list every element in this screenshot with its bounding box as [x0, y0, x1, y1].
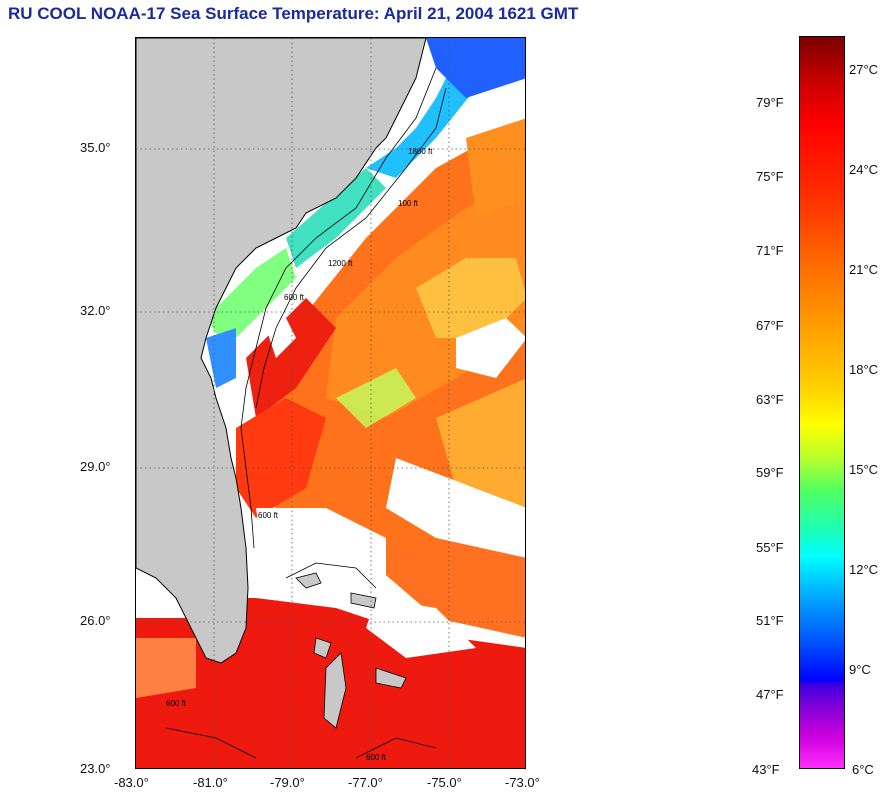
lon-label: -75.0°: [427, 775, 462, 790]
temperature-colorbar: [799, 36, 845, 769]
contour-label: 600 ft: [258, 511, 279, 520]
lon-label: -83.0°: [114, 775, 149, 790]
bathymetry-contours: [165, 67, 447, 759]
fahrenheit-label: 63°F: [756, 392, 784, 407]
contour-label: 1200 ft: [328, 259, 353, 268]
land-mass: [136, 38, 427, 664]
fahrenheit-label: 55°F: [756, 540, 784, 555]
fahrenheit-label: 75°F: [756, 169, 784, 184]
lat-label: 23.0°: [80, 761, 111, 776]
celsius-label: 21°C: [849, 262, 879, 277]
celsius-label: 24°C: [849, 162, 879, 177]
lat-label: 29.0°: [80, 459, 111, 474]
contour-label: 600 ft: [166, 699, 187, 708]
lon-label: -77.0°: [348, 775, 383, 790]
fahrenheit-label: 79°F: [756, 95, 784, 110]
fahrenheit-label: 51°F: [756, 613, 784, 628]
lat-label: 35.0°: [80, 140, 111, 155]
lat-label: 32.0°: [80, 303, 111, 318]
map-title: RU COOL NOAA-17 Sea Surface Temperature:…: [8, 4, 579, 23]
celsius-label: 27°C: [849, 62, 879, 77]
lon-label: -73.0°: [505, 775, 540, 790]
contour-label: 600 ft: [284, 293, 305, 302]
fahrenheit-label: 47°F: [756, 687, 784, 702]
fahrenheit-label: 67°F: [756, 318, 784, 333]
fahrenheit-label: 59°F: [756, 465, 784, 480]
contour-label: 1800 ft: [408, 147, 433, 156]
celsius-label: 9°C: [849, 662, 871, 677]
celsius-label: 12°C: [849, 562, 879, 577]
sst-map-canvas: 100 ft 600 ft 1200 ft 1800 ft 600 ft 600…: [136, 38, 525, 768]
contour-label: 600 ft: [366, 753, 387, 762]
contour-label: 100 ft: [398, 199, 419, 208]
celsius-label: 15°C: [849, 462, 879, 477]
fahrenheit-label: 71°F: [756, 243, 784, 258]
graticule: [136, 38, 525, 768]
lat-label: 26.0°: [80, 613, 111, 628]
lon-label: -79.0°: [270, 775, 305, 790]
sst-map: 100 ft 600 ft 1200 ft 1800 ft 600 ft 600…: [135, 37, 526, 769]
celsius-label: 6°C: [852, 762, 874, 777]
celsius-label: 18°C: [849, 362, 879, 377]
cloud-patches: [136, 318, 525, 658]
bahamas-islands: [295, 572, 407, 729]
lon-label: -81.0°: [193, 775, 228, 790]
fahrenheit-label: 43°F: [752, 762, 780, 777]
